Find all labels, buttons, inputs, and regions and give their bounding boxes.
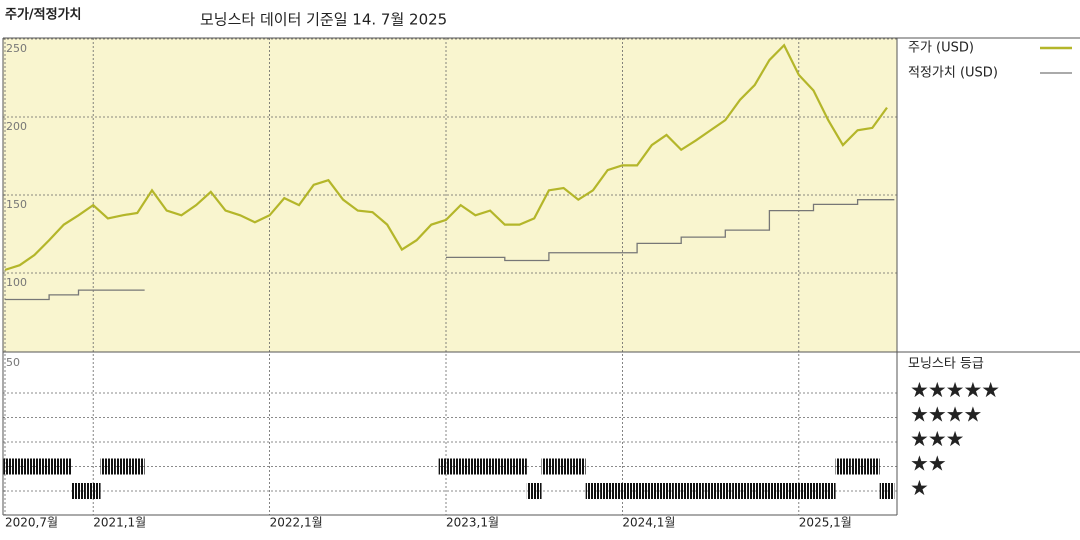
rating-bar: [56, 458, 72, 475]
rating-bar: [570, 458, 586, 475]
x-tick-label: 2023,1월: [446, 516, 499, 530]
rating-bar: [659, 483, 674, 499]
legend-label: 적정가치 (USD): [908, 66, 998, 81]
x-tick-label: 2022,1월: [270, 516, 323, 530]
rating-bar: [791, 483, 807, 499]
rating-bar: [732, 483, 748, 499]
rating-bar: [629, 483, 645, 499]
rating-bar: [482, 458, 498, 475]
rating-label: ★★★★★: [910, 378, 999, 402]
x-tick-label: 2024,1월: [622, 516, 675, 530]
rating-label: ★★★: [910, 427, 964, 451]
series-line: [5, 289, 145, 301]
rating-label: ★: [910, 476, 928, 500]
rating-bar: [100, 458, 116, 475]
rating-bar: [85, 483, 101, 499]
plot-background: [3, 38, 897, 352]
x-tick-label: 2021,1월: [93, 516, 146, 530]
rating-bar: [879, 483, 895, 499]
y-tick-label: 100: [6, 276, 27, 289]
rating-bar: [717, 483, 733, 499]
rating-bar: [556, 458, 571, 475]
rating-bar: [526, 483, 542, 499]
chart-title: 주가/적정가치: [5, 7, 82, 23]
rating-bar: [688, 483, 704, 499]
rating-bar: [615, 483, 630, 499]
rating-bar: [762, 483, 777, 499]
rating-bar: [71, 483, 86, 499]
rating-bar: [600, 483, 616, 499]
chart-subtitle: 모닝스타 데이터 기준일 14. 7월 2025: [200, 11, 447, 29]
rating-bar: [512, 458, 527, 475]
rating-bar: [747, 483, 763, 499]
rating-bar: [468, 458, 483, 475]
rating-bar: [864, 458, 880, 475]
legend-label: 주가 (USD): [908, 41, 974, 56]
y-tick-label: 150: [6, 198, 27, 211]
rating-bar: [850, 458, 865, 475]
rating-bar: [806, 483, 821, 499]
rating-bar: [12, 458, 28, 475]
rating-label: ★★★★: [910, 403, 981, 427]
rating-bar: [585, 483, 601, 499]
y-tick-label: 200: [6, 120, 27, 133]
rating-bar: [497, 458, 513, 475]
rating-bar: [41, 458, 57, 475]
series-line: [4, 43, 888, 271]
rating-bar: [438, 458, 454, 475]
rating-bar: [835, 458, 851, 475]
rating-annotation: 50: [6, 356, 20, 369]
rating-bar: [453, 458, 469, 475]
rating-bar: [541, 458, 557, 475]
rating-bar: [115, 458, 130, 475]
rating-label: ★★: [910, 452, 946, 476]
rating-title: 모닝스타 등급: [908, 357, 984, 372]
rating-bar: [644, 483, 660, 499]
rating-bar: [129, 458, 145, 475]
rating-bar: [27, 458, 42, 475]
y-tick-label: 250: [6, 42, 27, 55]
series-line: [446, 199, 895, 262]
rating-bar: [703, 483, 718, 499]
rating-bar: [673, 483, 689, 499]
x-tick-label: 2020,7월: [5, 516, 58, 530]
x-tick-label: 2025,1월: [799, 516, 852, 530]
rating-bar: [820, 483, 836, 499]
rating-bar: [776, 483, 792, 499]
